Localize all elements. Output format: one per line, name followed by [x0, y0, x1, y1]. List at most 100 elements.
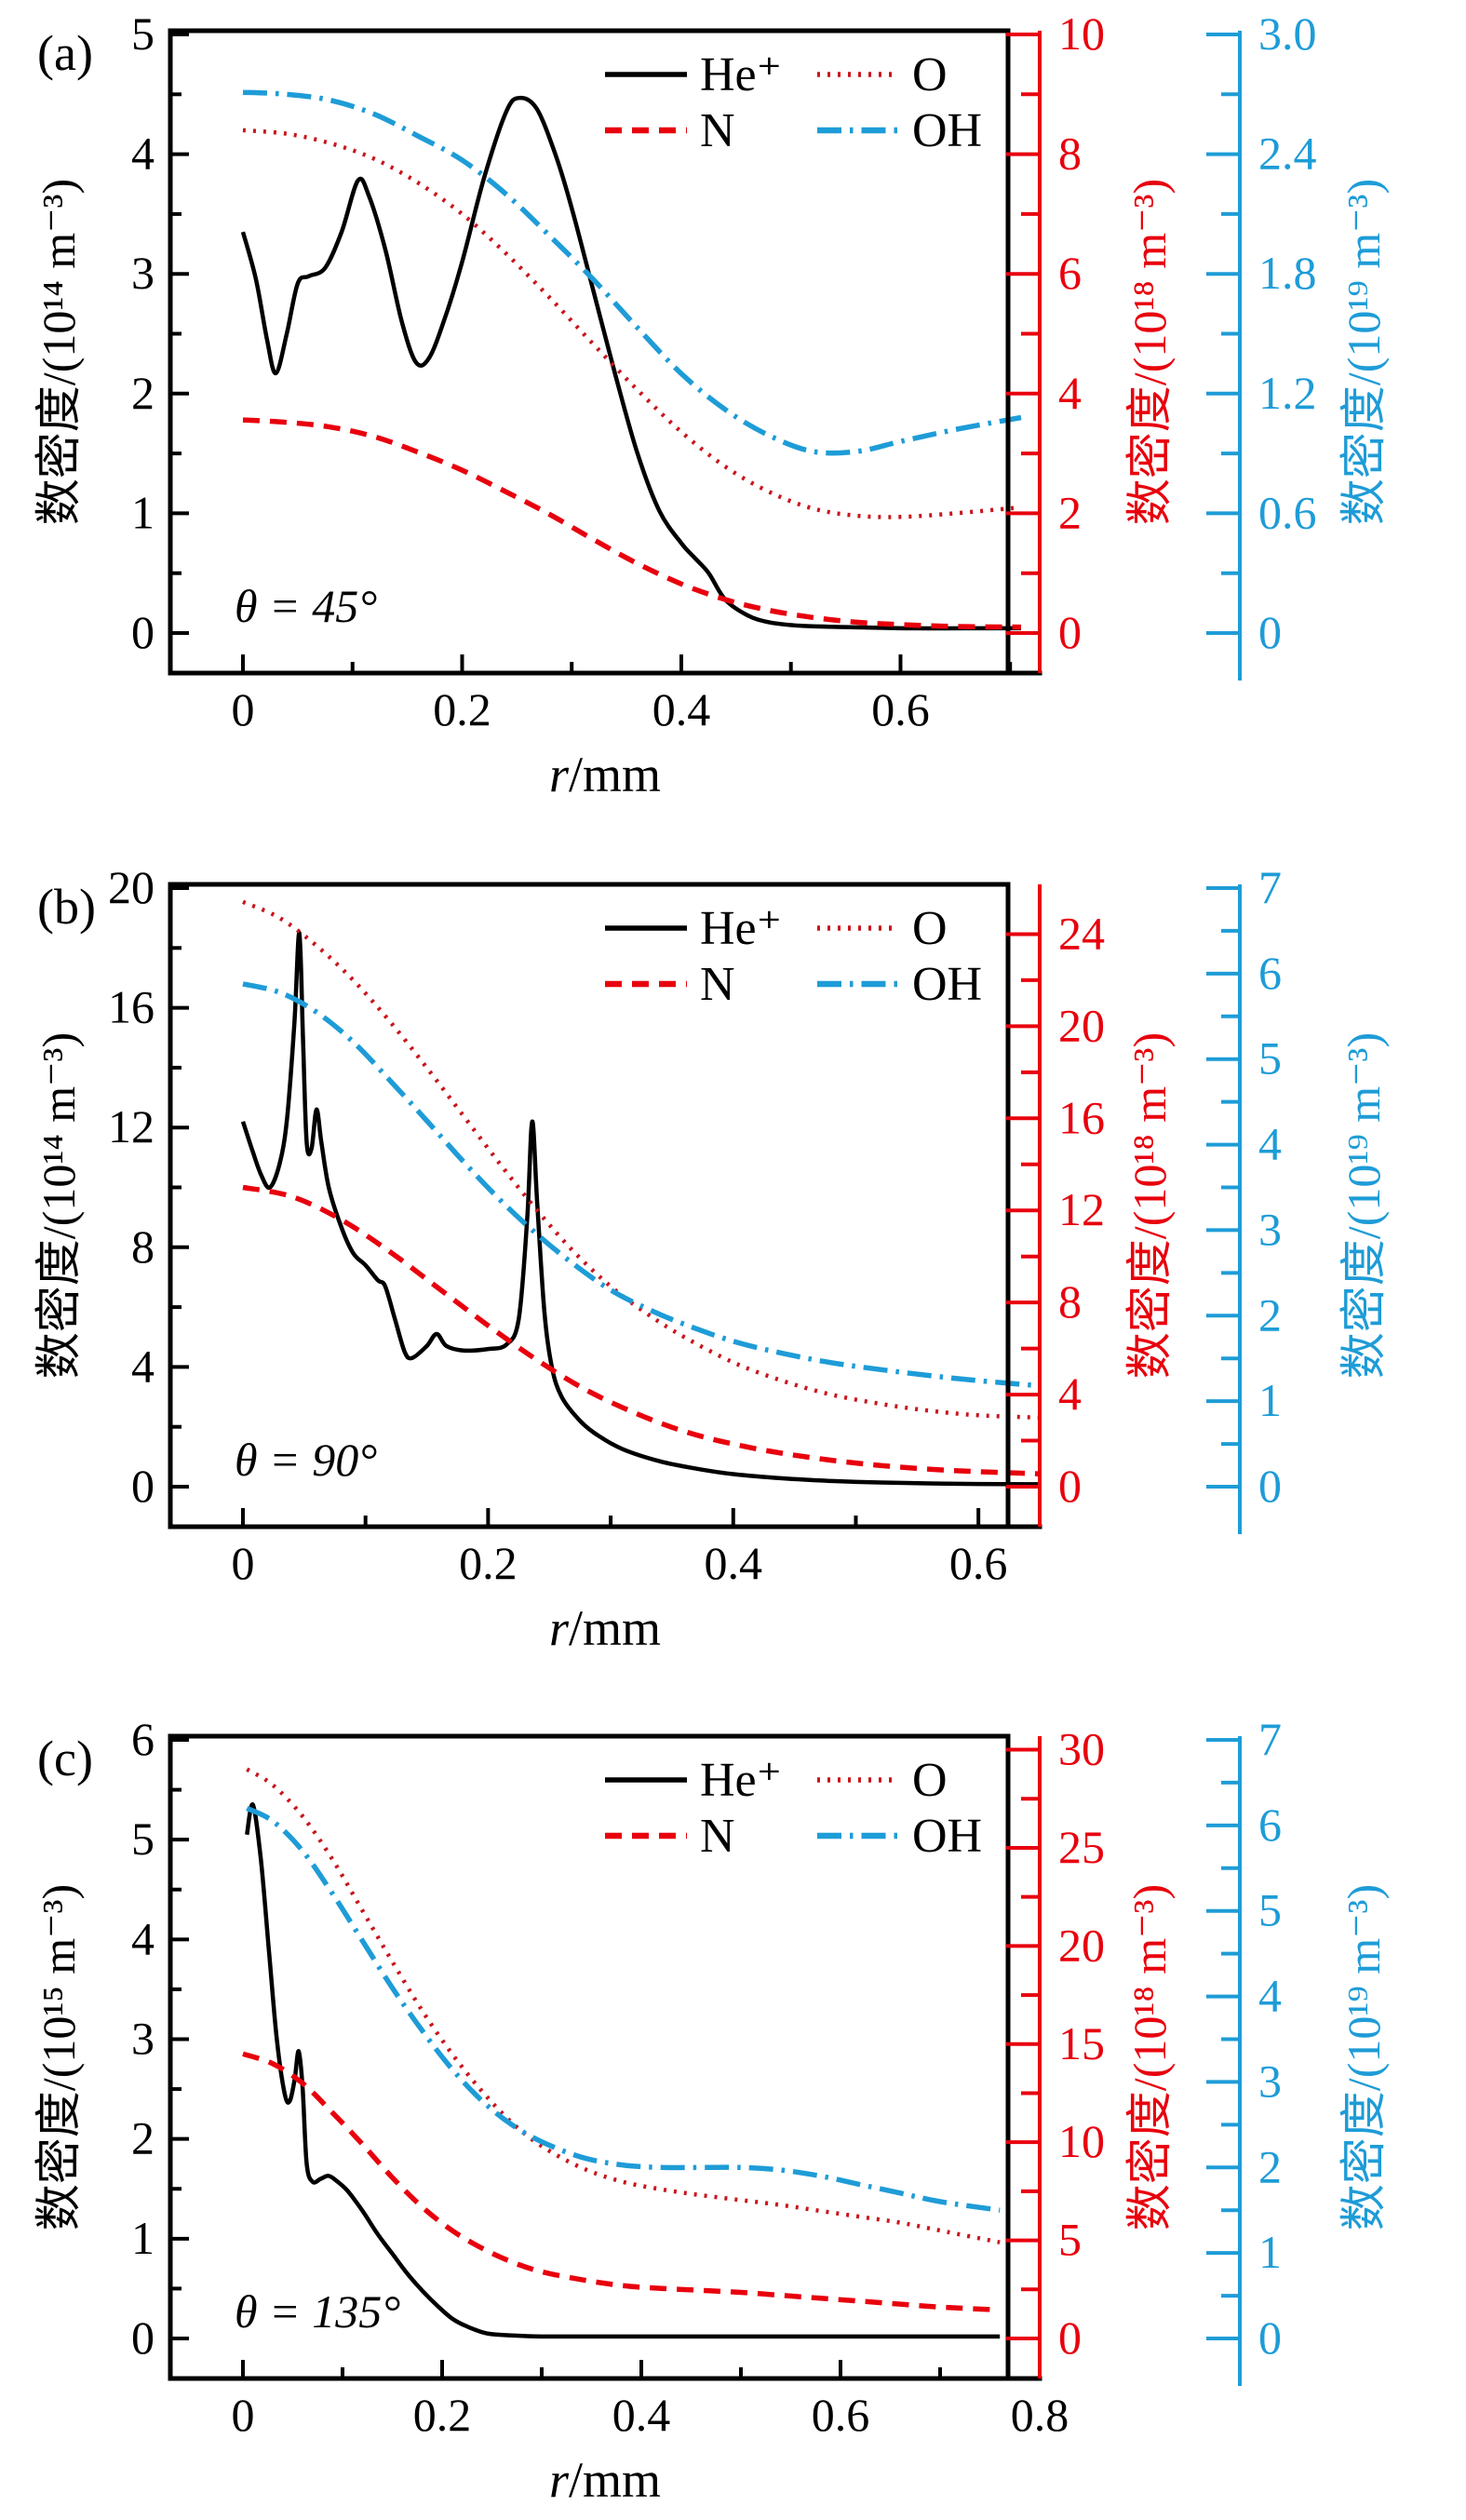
x-tick-label: 0.2 — [413, 2389, 472, 2441]
theta-annotation: θ = 90° — [235, 1434, 377, 1486]
x-tick-label: 0 — [232, 683, 255, 735]
blue-axis-title: 数密度/(10¹⁹ m⁻³) — [1338, 1032, 1390, 1379]
red-tick-label: 4 — [1058, 1368, 1082, 1420]
panel-letter: (c) — [37, 1731, 93, 1786]
red-tick-label: 20 — [1058, 999, 1105, 1051]
blue-tick-label: 0 — [1258, 1460, 1282, 1512]
x-tick-label: 0 — [232, 1537, 255, 1589]
legend-label-o: O — [912, 1754, 948, 1807]
series-curve-oh — [242, 89, 1022, 456]
blue-tick-label: 5 — [1258, 1032, 1282, 1085]
left-tick-label: 20 — [108, 861, 155, 913]
x-tick-label: 0 — [232, 2389, 255, 2441]
series-curve-he — [240, 930, 1040, 1487]
x-axis-ticks — [241, 2360, 1042, 2379]
blue-tick-label: 2 — [1258, 2140, 1282, 2192]
blue-tick-label: 1.2 — [1258, 367, 1317, 419]
red-axis-title: 数密度/(10¹⁸ m⁻³) — [1123, 1032, 1176, 1379]
x-tick-label: 0.2 — [459, 1537, 518, 1589]
series-curve-oh — [246, 1805, 1001, 2213]
blue-tick-label: 3 — [1258, 1203, 1282, 1255]
series-curve-n — [242, 1184, 1040, 1476]
blue-tick-label: 2.4 — [1258, 128, 1317, 180]
red-tick-label: 0 — [1058, 1460, 1082, 1512]
red-tick-label: 10 — [1058, 7, 1105, 60]
theta-annotation: θ = 45° — [235, 580, 377, 632]
red-axis-ticks — [1006, 33, 1040, 635]
panel-letter: (a) — [37, 25, 93, 81]
blue-tick-label: 1 — [1258, 2226, 1282, 2278]
left-tick-label: 5 — [131, 1813, 155, 1865]
x-axis-title: r/mm — [549, 2452, 661, 2508]
series-curve-n — [242, 2051, 1001, 2313]
left-tick-label: 4 — [131, 128, 155, 180]
series-curve-o — [242, 128, 1022, 519]
red-axis-title: 数密度/(10¹⁸ m⁻³) — [1123, 179, 1176, 525]
series-curve-n — [242, 417, 1022, 630]
x-tick-label: 0.6 — [812, 2389, 870, 2441]
red-tick-label: 6 — [1058, 247, 1082, 299]
blue-tick-label: 0 — [1258, 2311, 1282, 2364]
plot-frame — [168, 1733, 1042, 2381]
blue-tick-label: 3 — [1258, 2055, 1282, 2107]
blue-tick-label: 4 — [1258, 1118, 1282, 1170]
panel-c-chart: 0 0.2 0.4 0.6 0.8 r/mm 0 1 2 3 4 5 6 数密度/(10¹⁵ m⁻³) 0 5… — [33, 1713, 1390, 2508]
left-tick-label: 0 — [131, 1460, 155, 1512]
red-tick-label: 16 — [1058, 1091, 1105, 1143]
blue-axis-ticks — [1206, 33, 1240, 635]
legend-label-n: N — [700, 1810, 735, 1863]
red-tick-label: 8 — [1058, 1275, 1082, 1327]
blue-tick-label: 7 — [1258, 861, 1282, 913]
left-tick-label: 4 — [131, 1340, 155, 1392]
theta-annotation: θ = 135° — [235, 2285, 400, 2338]
panel-a-chart: 0 0.2 0.4 0.6 r/mm 0 1 2 3 4 5 数密度/(10¹⁴ m⁻³) 0 2 4 6 8 1… — [33, 7, 1390, 802]
curves-group — [240, 899, 1040, 1487]
series-curve-he — [240, 95, 1021, 631]
left-axis-title: 数密度/(10¹⁴ m⁻³) — [33, 179, 85, 525]
red-tick-label: 10 — [1058, 2115, 1105, 2167]
curves-group — [240, 89, 1022, 631]
red-tick-label: 12 — [1058, 1183, 1105, 1235]
legend-label-oh: OH — [912, 104, 982, 157]
red-axis-title: 数密度/(10¹⁸ m⁻³) — [1123, 1884, 1176, 2230]
x-axis-title: r/mm — [549, 1600, 661, 1656]
left-axis-ticks — [170, 886, 189, 1489]
red-tick-label: 20 — [1058, 1919, 1105, 1971]
legend-label-n: N — [700, 104, 735, 157]
left-tick-label: 0 — [131, 2311, 155, 2364]
legend-label-he: He⁺ — [700, 902, 782, 955]
blue-tick-label: 1 — [1258, 1374, 1282, 1426]
x-tick-label: 0.4 — [612, 2389, 671, 2441]
blue-tick-label: 6 — [1258, 1799, 1282, 1851]
left-tick-label: 0 — [131, 606, 155, 658]
left-tick-label: 5 — [131, 7, 155, 60]
blue-tick-label: 6 — [1258, 947, 1282, 999]
blue-tick-label: 4 — [1258, 1970, 1282, 2022]
left-tick-label: 6 — [131, 1713, 155, 1765]
red-tick-label: 5 — [1058, 2214, 1082, 2266]
x-tick-label: 0.4 — [705, 1537, 763, 1589]
red-tick-label: 0 — [1058, 2311, 1082, 2364]
blue-axis-ticks — [1206, 886, 1240, 1489]
red-tick-label: 25 — [1058, 1821, 1105, 1873]
left-axis-title: 数密度/(10¹⁵ m⁻³) — [33, 1884, 85, 2230]
legend-label-o: O — [912, 48, 948, 101]
left-tick-label: 8 — [131, 1220, 155, 1273]
left-tick-label: 16 — [108, 981, 155, 1033]
left-axis-ticks — [170, 33, 189, 635]
blue-axis-title: 数密度/(10¹⁹ m⁻³) — [1338, 1884, 1390, 2230]
red-tick-label: 30 — [1058, 1723, 1105, 1775]
x-tick-label: 0.2 — [433, 683, 491, 735]
series-curve-oh — [242, 981, 1040, 1389]
x-tick-label: 0.4 — [652, 683, 711, 735]
series-curve-he — [245, 1802, 1001, 2339]
plot-frame — [168, 882, 1042, 1530]
red-axis-ticks — [1006, 932, 1040, 1489]
x-tick-label: 0.6 — [949, 1537, 1008, 1589]
blue-tick-label: 7 — [1258, 1713, 1282, 1765]
blue-tick-label: 0 — [1258, 606, 1282, 658]
x-tick-label: 0.6 — [871, 683, 930, 735]
legend-label-oh: OH — [912, 958, 982, 1011]
left-axis-ticks — [170, 1738, 189, 2340]
